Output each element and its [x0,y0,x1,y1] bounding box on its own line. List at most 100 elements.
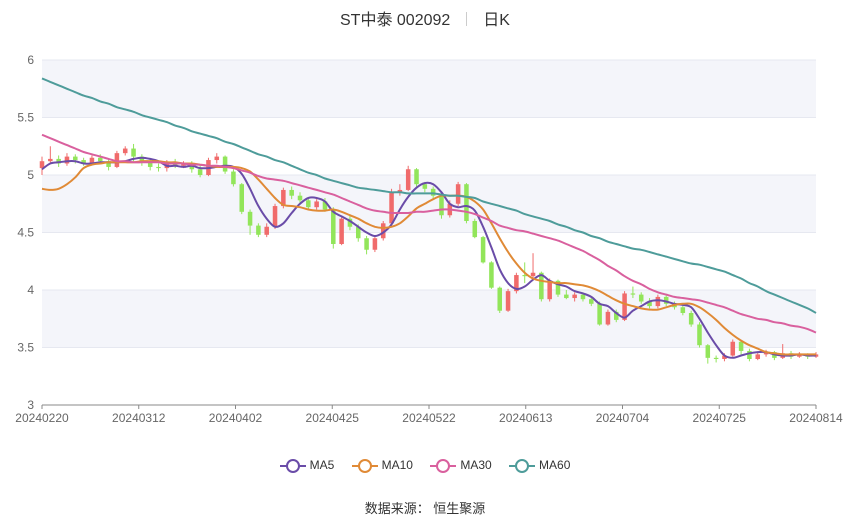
legend-item-ma30[interactable]: MA30 [430,458,492,473]
legend-label: MA5 [309,458,335,472]
candle-body [239,184,245,212]
candle-body [647,301,652,307]
candle-body [414,169,419,185]
candle-body [181,163,186,166]
candle-body [48,158,53,162]
candle-body [555,280,561,295]
candle-body [638,294,644,302]
candle-body [272,206,278,227]
candle-body [214,156,220,161]
candle-body [547,280,552,300]
x-tick-label: 20240704 [596,411,650,425]
candle-body [197,169,203,175]
series-line-ma5 [41,156,817,359]
candle-body [222,156,228,172]
y-tick-label: 5 [27,168,34,182]
candle-body [455,184,461,204]
candle-body [697,324,702,346]
x-tick-label: 20240522 [402,411,456,425]
candle-body [339,218,344,244]
candle-body [306,200,311,208]
candle-body [73,156,78,161]
ma30-swatch [430,458,457,473]
legend-label: MA60 [539,458,571,472]
candle-body [256,225,261,235]
plot-bands [42,60,816,348]
candle-body [663,296,669,304]
candle-body [81,160,86,164]
candle-body [747,350,752,359]
candle-body [156,166,161,169]
x-axis-ticks: 20240220 20240312 20240402 20240425 20240522… [15,405,843,425]
candle-body [472,221,478,238]
candle-body [572,294,577,299]
candle-body [738,341,744,351]
candle-body [730,341,736,356]
legend-item-ma10[interactable]: MA10 [351,458,413,473]
candle-body [464,184,469,221]
y-tick-label: 3.5 [17,341,34,355]
candle-body [64,156,70,164]
chart-title: ST中泰 002092 日K [0,6,850,30]
legend: MA5 MA10 MA30 MA60 [0,458,850,473]
candle-body [480,237,486,263]
data-source: 数据来源： 恒生聚源 [364,501,486,516]
title-separator [466,12,468,26]
candle-body [797,354,802,357]
candle-body [347,218,353,227]
candle-body [380,223,386,239]
candle-body [372,238,378,250]
candle-body [497,287,503,311]
candle-body [264,226,269,235]
candle-body [106,161,111,167]
ma60-swatch [509,458,536,473]
candle-body [281,189,286,207]
legend-label: MA30 [460,458,492,472]
candle-body [364,238,369,250]
legend-item-ma5[interactable]: MA5 [279,458,335,473]
candle-body [589,299,594,304]
candle-body [314,201,319,208]
candle-body [514,275,519,292]
candle-body [505,291,511,311]
y-tick-label: 3 [27,398,34,412]
candle-body [755,354,761,359]
candle-body [289,189,294,196]
candle-body [297,195,303,201]
series-line-ma60 [41,77,817,314]
legend-label: MA10 [381,458,413,472]
candle-body [147,161,153,167]
plot-band [42,175,816,233]
candle-body [114,153,120,167]
x-tick-label: 20240312 [112,411,166,425]
series-line-ma10 [41,160,816,356]
candle-body [231,171,236,185]
x-tick-label: 20240425 [306,411,360,425]
candle-body [722,355,727,359]
y-axis-ticks: 3 3.5 4 4.5 5 5.5 6 [17,53,34,412]
candle-body [355,226,361,239]
moving-average-lines [41,77,817,359]
ma10-swatch [351,458,378,473]
candle-body [763,352,769,355]
candle-body [331,209,336,244]
legend-item-ma60[interactable]: MA60 [509,458,570,473]
candle-body [688,313,694,325]
x-tick-label: 20240613 [499,411,553,425]
candle-body [622,293,627,320]
series-line-ma30 [41,133,817,334]
candle-body [56,158,61,164]
candle-body [39,161,45,169]
candle-body [430,188,436,196]
candle-body [564,294,569,299]
x-tick-label: 20240402 [209,411,263,425]
ma5-swatch [279,458,306,473]
candle-body [705,345,711,358]
candle-body [247,211,253,226]
candle-body [131,148,136,157]
candle-body [613,311,619,320]
period-label: 日K [483,12,510,29]
candle-body [97,157,103,162]
candle-body [489,262,494,288]
